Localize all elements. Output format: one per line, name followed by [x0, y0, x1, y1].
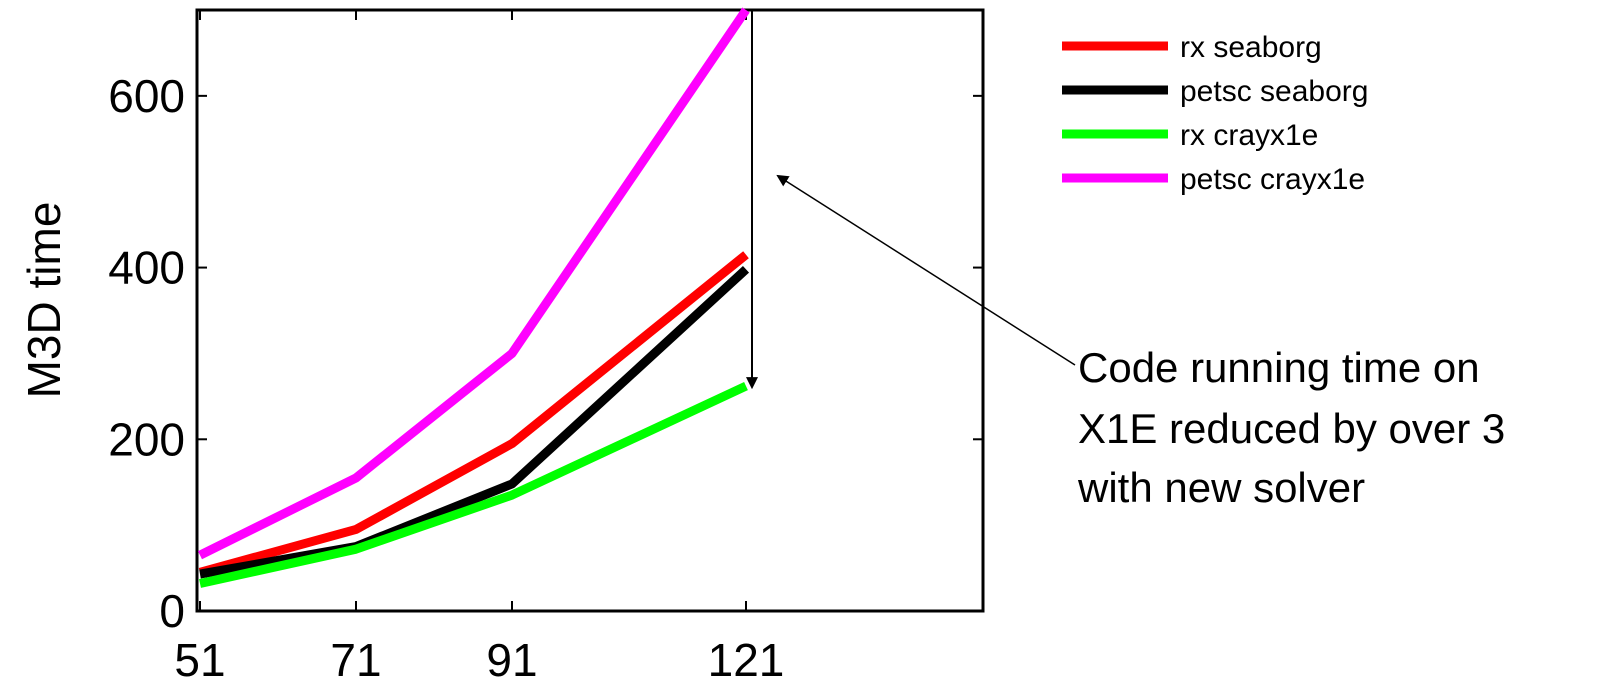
y-tick-label: 0 — [159, 585, 185, 637]
annotation: Code running time on X1E reduced by over… — [746, 10, 1505, 511]
x-tick-label: 121 — [708, 634, 785, 686]
series-line-rx-crayx1e — [199, 381, 748, 588]
legend: rx seaborg petsc seaborg rx crayx1e petsc c… — [1062, 31, 1368, 196]
x-axis-ticks: 51 71 91 121 — [174, 10, 784, 686]
series-line-petsc-crayx1e — [198, 7, 750, 560]
annotation-line-1: Code running time on — [1078, 344, 1480, 391]
callout-arrow — [776, 174, 1076, 366]
plot-area: 0 200 400 600 51 71 91 121 — [108, 7, 985, 686]
legend-label-rx-seaborg: rx seaborg — [1180, 31, 1322, 64]
series-line-rx-seaborg — [198, 251, 749, 577]
legend-label-rx-crayx1e: rx crayx1e — [1180, 119, 1318, 152]
series-line-petsc-seaborg — [199, 265, 750, 579]
annotation-line-2: X1E reduced by over 3 — [1078, 405, 1505, 452]
x-tick-label: 51 — [174, 634, 225, 686]
y-axis-ticks: 0 200 400 600 — [108, 70, 983, 637]
legend-label-petsc-crayx1e: petsc crayx1e — [1180, 163, 1365, 196]
y-tick-label: 200 — [108, 413, 185, 465]
x-tick-label: 71 — [330, 634, 381, 686]
y-axis-title: M3D time — [18, 202, 70, 399]
legend-label-petsc-seaborg: petsc seaborg — [1180, 75, 1368, 108]
series-lines — [198, 7, 750, 588]
plot-frame — [195, 8, 985, 613]
x-tick-label: 91 — [486, 634, 537, 686]
annotation-line-3: with new solver — [1077, 464, 1365, 511]
y-tick-label: 400 — [108, 242, 185, 294]
y-tick-label: 600 — [108, 70, 185, 122]
